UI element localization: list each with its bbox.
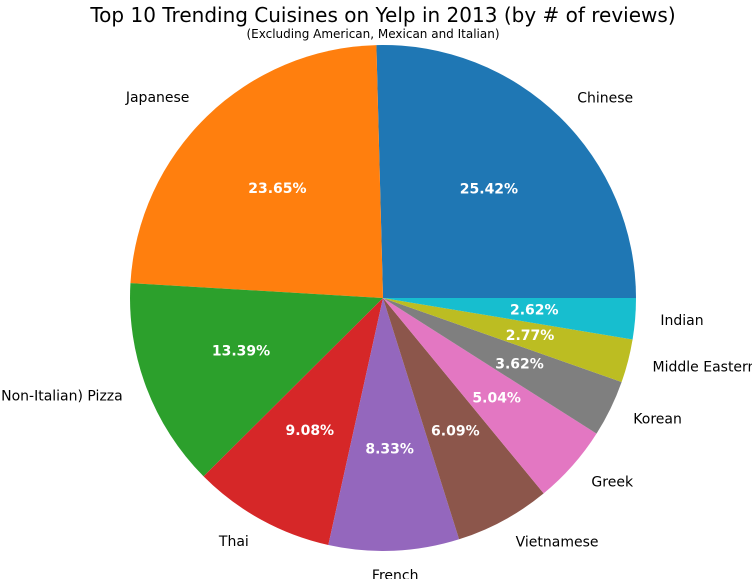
slice-percent-label: 8.33%	[365, 442, 414, 458]
pie-slices	[129, 45, 636, 551]
chart-subtitle: (Excluding American, Mexican and Italian…	[246, 27, 499, 41]
pie-slice-french	[328, 298, 460, 551]
slice-label: Thai	[218, 534, 249, 550]
pie-slice-chinese	[376, 45, 636, 299]
slice-label: Korean	[633, 412, 682, 428]
pie-slice-japanese	[130, 45, 383, 299]
pie-slice-indian	[383, 298, 636, 340]
pie-slice-greek	[383, 298, 597, 494]
slice-label: Middle Eastern	[653, 359, 752, 375]
pie-labels: Chinese 25.42% Japanese 23.65% (Non-Italian)…	[0, 90, 752, 579]
slice-label: (Non-Italian) Pizza	[0, 389, 123, 405]
pie-slice-vietnamese	[383, 298, 544, 540]
pie-slice-thai	[203, 298, 383, 546]
slice-percent-label: 23.65%	[248, 181, 306, 197]
slice-percent-label: 2.62%	[510, 302, 559, 318]
slice-label: Chinese	[577, 91, 633, 107]
slice-label: Indian	[660, 313, 703, 329]
slice-label: French	[372, 568, 419, 579]
slice-percent-label: 6.09%	[431, 423, 480, 439]
pie-slice-middle-eastern	[383, 298, 633, 383]
slice-label: Vietnamese	[516, 535, 599, 551]
slice-percent-label: 5.04%	[472, 391, 521, 407]
pie-slice-korean	[383, 298, 622, 434]
slice-percent-label: 3.62%	[495, 356, 544, 372]
slice-percent-label: 25.42%	[460, 181, 518, 197]
chart-title: Top 10 Trending Cuisines on Yelp in 2013…	[89, 3, 675, 27]
slice-percent-label: 13.39%	[212, 344, 270, 360]
slice-percent-label: 9.08%	[286, 423, 335, 439]
slice-label: Greek	[591, 474, 634, 490]
slice-percent-label: 2.77%	[506, 328, 555, 344]
pie-slice-non-italian-pizza	[129, 283, 383, 477]
slice-label: Japanese	[125, 90, 190, 106]
